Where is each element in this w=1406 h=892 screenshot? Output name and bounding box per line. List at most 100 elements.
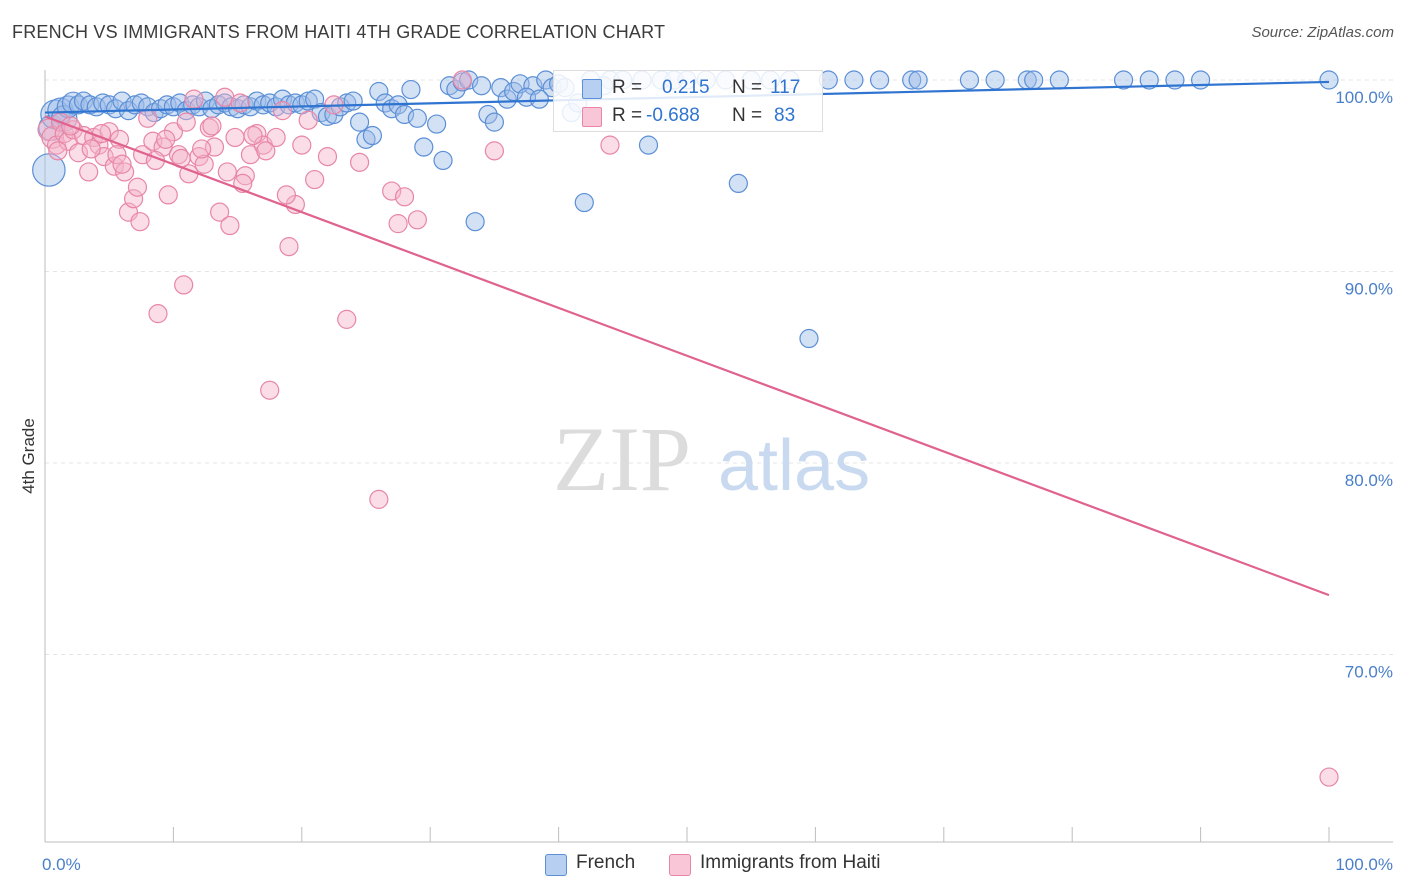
legend-label-french: French [576, 852, 636, 873]
correlation-legend: R = 0.215 N = 117 R = -0.688 N = 83 [553, 70, 823, 132]
haiti-point [127, 177, 148, 197]
haiti-point [210, 202, 230, 222]
haiti-point [81, 139, 101, 159]
haiti-point [158, 185, 178, 205]
haiti-point [225, 127, 245, 148]
chart-title: FRENCH VS IMMIGRANTS FROM HAITI 4TH GRAD… [12, 22, 666, 42]
legend-n-label: N = [732, 105, 763, 126]
haiti-point [317, 147, 338, 167]
haiti-point [256, 141, 276, 161]
haiti-point [115, 162, 135, 182]
haiti-point [46, 135, 67, 155]
french-point [574, 192, 594, 213]
y-tick-label: 80.0% [1345, 471, 1393, 490]
y-tick-labels: 100.0% 90.0% 80.0% 70.0% [1335, 88, 1393, 682]
watermark-atlas: atlas [718, 426, 870, 506]
y-tick-label: 100.0% [1335, 88, 1393, 107]
haiti-point [600, 135, 620, 155]
french-point [869, 70, 890, 90]
haiti-point [337, 309, 357, 329]
french-point [1319, 70, 1339, 90]
haiti-point [260, 380, 280, 400]
haiti-point [369, 489, 389, 509]
haiti-point [112, 154, 132, 174]
french-point [1139, 70, 1159, 90]
legend-r-label: R = [612, 77, 643, 98]
french-point [844, 70, 864, 90]
y-tick-label: 70.0% [1345, 663, 1393, 682]
haiti-point [243, 125, 263, 146]
haiti-point [68, 143, 88, 163]
legend-label-haiti: Immigrants from Haiti [700, 852, 881, 873]
haiti-point [388, 214, 408, 234]
haiti-point [230, 93, 250, 113]
french-point [369, 81, 389, 102]
haiti-point [452, 70, 472, 90]
haiti-point [123, 189, 144, 209]
french-point [529, 89, 549, 109]
legend-r-label: R = [612, 105, 643, 126]
french-point [471, 76, 492, 96]
haiti-point [174, 275, 194, 295]
x-ticks [172, 827, 1330, 842]
x-tick-label: 0.0% [42, 855, 81, 874]
french-point [394, 104, 415, 125]
french-point [902, 70, 922, 90]
haiti-trend-line [44, 115, 1330, 597]
french-point [446, 79, 466, 100]
haiti-point [298, 110, 318, 130]
haiti-point [240, 145, 261, 165]
legend-swatch-haiti [669, 854, 691, 876]
french-point [433, 150, 453, 171]
haiti-point [184, 89, 204, 109]
trend-lines [44, 80, 1330, 597]
haiti-point [305, 169, 325, 190]
french-point [478, 104, 498, 125]
legend-n-value: 83 [774, 105, 796, 126]
haiti-point [1319, 767, 1339, 787]
haiti-point [276, 185, 296, 205]
french-point [414, 137, 434, 157]
haiti-point [107, 145, 127, 165]
haiti-point [217, 162, 237, 182]
haiti-point [484, 141, 504, 161]
y-tick-label: 90.0% [1345, 280, 1393, 299]
legend-swatch-french [582, 79, 602, 99]
legend-n-value: 117 [770, 77, 801, 98]
french-point [908, 70, 928, 90]
haiti-point [202, 116, 222, 136]
legend-row-french: R = 0.215 N = 117 [554, 73, 822, 103]
source-credit: Source: ZipAtlas.com [1251, 24, 1394, 41]
haiti-point [394, 187, 415, 207]
haiti-point [79, 162, 99, 182]
axes [44, 70, 1393, 843]
french-point [465, 212, 485, 232]
french-point [343, 91, 363, 111]
haiti-point [176, 112, 196, 132]
french-point [1049, 70, 1069, 90]
french-point [1113, 70, 1134, 90]
french-point [497, 89, 517, 109]
french-point [349, 112, 370, 132]
french-point [401, 79, 421, 100]
haiti-point [194, 154, 214, 174]
legend-swatch-french [545, 854, 567, 876]
haiti-point [48, 141, 68, 161]
haiti-point [104, 156, 124, 176]
french-point [362, 125, 383, 146]
haiti-point [279, 237, 299, 257]
legend-row-haiti: R = -0.688 N = 83 [554, 101, 822, 131]
french-point [638, 135, 659, 155]
series-legend: French Immigrants from Haiti [0, 852, 1406, 878]
french-point [799, 328, 819, 349]
haiti-point [148, 304, 168, 324]
french-point [1024, 70, 1044, 90]
french-point [728, 173, 748, 194]
haiti-point [192, 139, 212, 159]
haiti-point [407, 210, 427, 230]
haiti-point [109, 129, 130, 149]
legend-n-label: N = [732, 77, 763, 98]
haiti-point [272, 101, 293, 121]
french-point [407, 108, 427, 128]
